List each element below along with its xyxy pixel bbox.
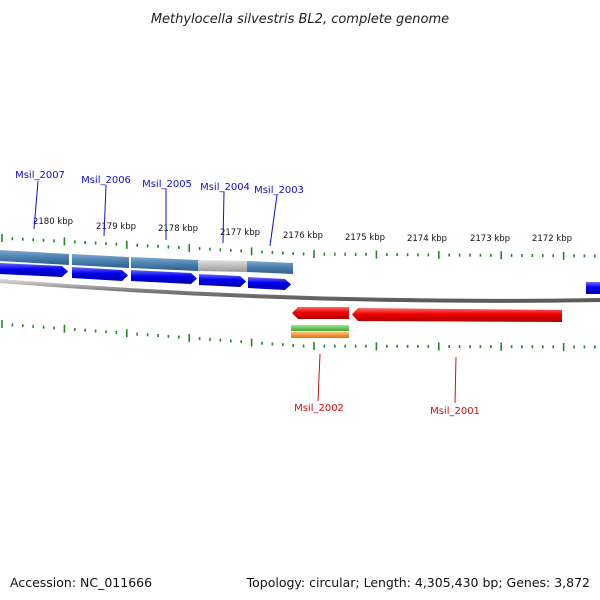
gene-label-msil-2002[interactable]: Msil_2002 bbox=[294, 403, 344, 414]
orange-feature[interactable] bbox=[291, 332, 349, 338]
map-title: Methylocella silvestris BL2, complete ge… bbox=[151, 12, 449, 27]
cds-arrow-msil-2003[interactable] bbox=[248, 277, 291, 290]
gene-label-msil-2001[interactable]: Msil_2001 bbox=[430, 406, 480, 417]
gene-band-segment[interactable] bbox=[131, 257, 198, 271]
inner-tick-ring bbox=[1, 320, 596, 351]
gene-label-msil-2003[interactable]: Msil_2003 bbox=[254, 185, 304, 196]
forward-cds-track bbox=[0, 263, 600, 294]
gene-band-segment[interactable] bbox=[0, 250, 69, 265]
kbp-label: 2172 kbp bbox=[532, 234, 572, 244]
reverse-cds-track bbox=[292, 307, 562, 322]
kbp-label: 2180 kbp bbox=[33, 217, 73, 227]
gene-label-msil-2004[interactable]: Msil_2004 bbox=[200, 182, 250, 193]
kbp-label: 2176 kbp bbox=[283, 231, 323, 241]
forward-gene-labels: Msil_2007 Msil_2006 Msil_2005 Msil_2004 … bbox=[15, 170, 304, 247]
accession-text: Accession: NC_011666 bbox=[10, 575, 152, 590]
kbp-label: 2173 kbp bbox=[470, 234, 510, 244]
genome-summary-text: Topology: circular; Length: 4,305,430 bp… bbox=[246, 575, 590, 590]
leader-line bbox=[454, 356, 457, 404]
green-feature[interactable] bbox=[291, 325, 349, 331]
cds-arrow-msil-2004[interactable] bbox=[199, 274, 246, 287]
reverse-gene-labels: Msil_2002 Msil_2001 bbox=[294, 353, 480, 417]
genome-backbone bbox=[0, 279, 600, 303]
kbp-label: 2175 kbp bbox=[345, 233, 385, 243]
cds-arrow-msil-2005[interactable] bbox=[131, 270, 197, 284]
cds-arrow-msil-2007[interactable] bbox=[0, 263, 68, 277]
gene-band bbox=[0, 250, 293, 274]
outer-tick-ring bbox=[1, 234, 596, 260]
gene-band-segment-grey[interactable] bbox=[198, 260, 247, 272]
cds-arrow-msil-2002[interactable] bbox=[292, 307, 349, 319]
kbp-scale: 2180 kbp 2179 kbp 2178 kbp 2177 kbp 2176… bbox=[33, 217, 572, 244]
gene-label-msil-2006[interactable]: Msil_2006 bbox=[81, 175, 131, 186]
leader-line bbox=[269, 194, 278, 247]
cds-arrow-msil-2001[interactable] bbox=[352, 308, 562, 322]
gene-label-msil-2005[interactable]: Msil_2005 bbox=[142, 179, 192, 190]
leader-line bbox=[222, 191, 225, 244]
kbp-label: 2177 kbp bbox=[220, 228, 260, 238]
gene-band-segment[interactable] bbox=[72, 254, 129, 268]
leader-line bbox=[33, 180, 39, 230]
cds-arrow-offscreen[interactable] bbox=[586, 282, 600, 294]
cds-arrow-msil-2006[interactable] bbox=[72, 267, 128, 281]
gene-band-segment[interactable] bbox=[247, 261, 293, 274]
gene-label-msil-2007[interactable]: Msil_2007 bbox=[15, 170, 65, 181]
kbp-label: 2174 kbp bbox=[407, 234, 447, 244]
leader-line bbox=[103, 184, 107, 237]
kbp-label: 2178 kbp bbox=[158, 224, 198, 234]
kbp-label: 2179 kbp bbox=[96, 222, 136, 232]
leader-line bbox=[317, 353, 321, 402]
